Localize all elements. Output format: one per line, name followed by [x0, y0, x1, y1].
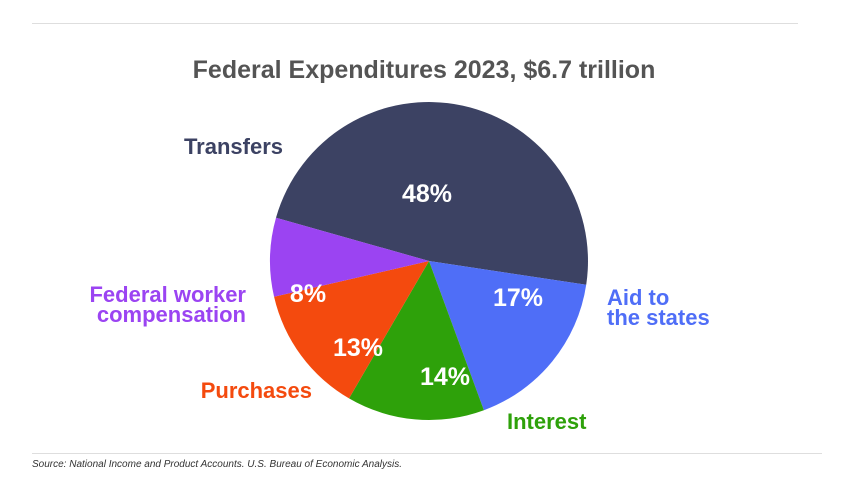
source-note: Source: National Income and Product Acco… [32, 459, 402, 470]
slice-category-label: Purchases [201, 378, 312, 403]
slice-category-label: Interest [507, 409, 587, 434]
value-labels: 48% 17% 14% 13%8% [290, 180, 543, 391]
slice-value-label: 13% [333, 334, 383, 362]
slice-category-label: Transfers [184, 134, 283, 159]
slice-value-label: 8% [290, 280, 326, 308]
pie-slice-1 [429, 261, 587, 411]
bottom-divider [32, 453, 822, 454]
chart-title: Federal Expenditures 2023, $6.7 trillion [192, 56, 656, 84]
top-divider [32, 23, 798, 24]
pie-slice-0 [276, 102, 588, 285]
slice-category-label: Federal worker compensation [89, 282, 246, 327]
pie-slice-3 [274, 261, 429, 399]
slice-value-label: 14% [420, 363, 470, 391]
slice-value-label: 48% [402, 180, 452, 208]
pie-slices [270, 102, 588, 420]
pie-slice-2 [349, 261, 484, 420]
pie-slice-4 [270, 217, 429, 297]
slice-value-label: 17% [493, 284, 543, 312]
slice-category-label: Aid to the states [607, 285, 710, 330]
category-labels: Transfers Aid to the states Interest Purchas… [89, 134, 709, 434]
